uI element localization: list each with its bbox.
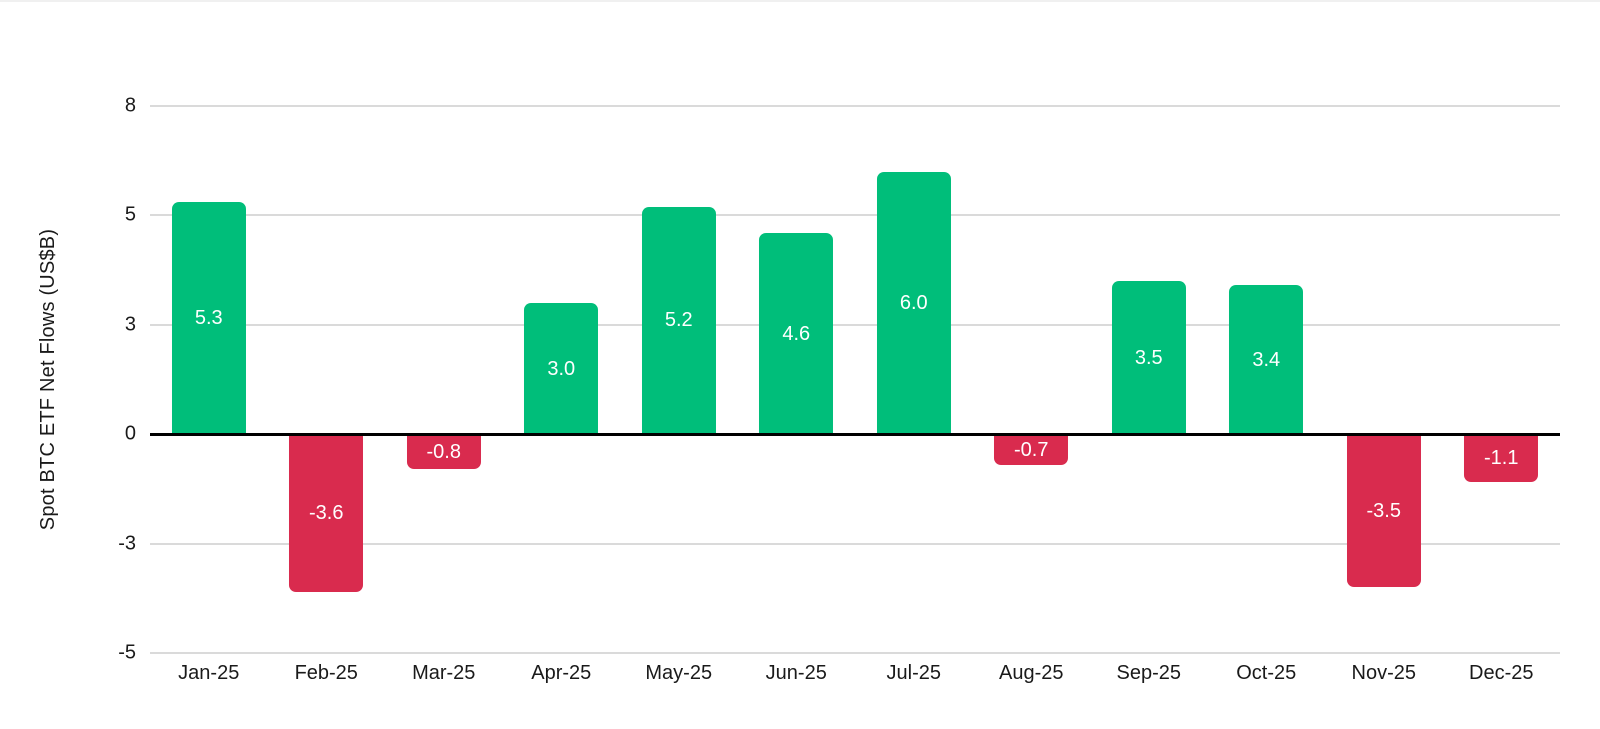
gridline--3 (150, 542, 1560, 545)
x-axis-label: Jul-25 (886, 662, 941, 684)
bar-value-label: 5.3 (194, 307, 223, 330)
bar-value-label: 4.6 (782, 322, 811, 345)
zero-axis-line (150, 433, 1560, 437)
category-slot-oct-25: 3.4 Oct-25 (1208, 106, 1326, 684)
category-slot-nov-25: -3.5 Nov-25 (1325, 106, 1443, 684)
x-axis-label: Jun-25 (765, 662, 827, 684)
bar-value-label: -0.8 (426, 440, 461, 463)
x-axis-label: Jan-25 (178, 662, 240, 684)
bar-value-label: 6.0 (899, 291, 928, 314)
y-tick-label: -3 (118, 532, 136, 555)
category-slot-feb-25: -3.6 Feb-25 (268, 106, 386, 684)
bar-value-label: -1.1 (1484, 447, 1519, 470)
category-slot-jan-25: 5.3 Jan-25 (150, 106, 268, 684)
y-tick-label: 3 (124, 313, 136, 336)
category-slot-apr-25: 3.0 Apr-25 (503, 106, 621, 684)
bar-value-label: 3.5 (1134, 346, 1163, 369)
positive-bar-jun-25: 4.6 (759, 232, 834, 435)
x-axis-label: Sep-25 (1116, 662, 1182, 684)
x-axis-label: Aug-25 (999, 662, 1064, 684)
bar-value-label: 3.4 (1252, 348, 1281, 371)
gridline-3 (150, 323, 1560, 326)
gridline--5 (150, 652, 1560, 654)
negative-bar-aug-25: -0.7 (994, 434, 1069, 465)
category-slot-sep-25: 3.5 Sep-25 (1090, 106, 1208, 684)
y-axis-title-text: Spot BTC ETF Net Flows (US$B) (37, 228, 60, 531)
plot-area: 8 5 3 0 -3 -5 5.3 Jan-25 -3.6 Feb-25 -0.8 Mar-25 3.… (118, 95, 1561, 684)
y-tick-label: 5 (124, 203, 136, 226)
x-axis-label: Dec-25 (1469, 662, 1534, 684)
bar-value-label: -3.5 (1366, 499, 1401, 522)
y-axis-title: Spot BTC ETF Net Flows (US$B) (26, 106, 72, 653)
positive-bar-jan-25: 5.3 (171, 202, 246, 435)
x-axis-label: Feb-25 (294, 662, 358, 684)
positive-bar-may-25: 5.2 (641, 206, 716, 435)
category-slot-jun-25: 4.6 Jun-25 (738, 106, 856, 684)
category-slot-dec-25: -1.1 Dec-25 (1443, 106, 1561, 684)
bars-layer: 5.3 Jan-25 -3.6 Feb-25 -0.8 Mar-25 3.0 Apr-25 5.… (150, 106, 1561, 684)
x-axis-label: May-25 (645, 662, 713, 684)
positive-bar-apr-25: 3.0 (524, 302, 599, 435)
category-slot-may-25: 5.2 May-25 (620, 106, 738, 684)
bar-value-label: 3.0 (547, 357, 576, 380)
y-tick-label: 0 (124, 422, 136, 445)
positive-bar-sep-25: 3.5 (1111, 281, 1186, 435)
x-axis-label: Oct-25 (1236, 662, 1297, 684)
gridline-8 (150, 105, 1560, 107)
category-slot-aug-25: -0.7 Aug-25 (973, 106, 1091, 684)
gridline-5 (150, 214, 1560, 217)
category-slot-mar-25: -0.8 Mar-25 (385, 106, 503, 684)
positive-bar-oct-25: 3.4 (1229, 285, 1304, 435)
y-tick-label: 8 (124, 94, 136, 117)
category-slot-jul-25: 6.0 Jul-25 (855, 106, 973, 684)
x-axis-label: Mar-25 (412, 662, 476, 684)
bar-value-label: -3.6 (309, 501, 344, 524)
negative-bar-nov-25: -3.5 (1346, 434, 1421, 588)
positive-bar-jul-25: 6.0 (876, 171, 951, 435)
x-axis-label: Apr-25 (531, 662, 592, 684)
negative-bar-feb-25: -3.6 (289, 434, 364, 592)
bar-value-label: -0.7 (1014, 438, 1049, 461)
x-axis-label: Nov-25 (1351, 662, 1416, 684)
bar-value-label: 5.2 (664, 309, 693, 332)
negative-bar-mar-25: -0.8 (406, 434, 481, 470)
negative-bar-dec-25: -1.1 (1464, 434, 1539, 483)
y-tick-label: -5 (118, 641, 136, 664)
